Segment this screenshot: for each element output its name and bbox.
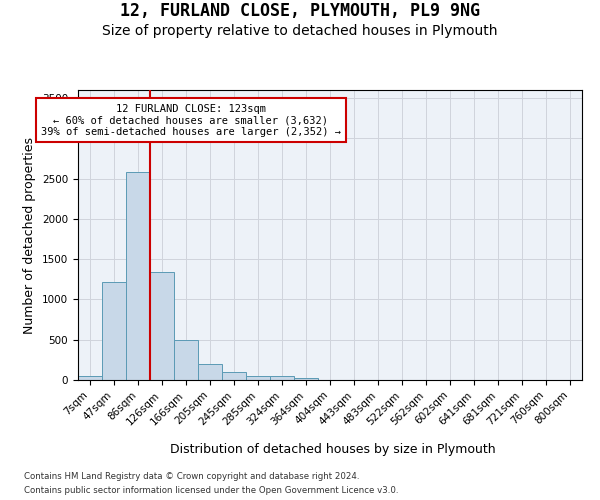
Bar <box>150 272 174 380</box>
Text: Size of property relative to detached houses in Plymouth: Size of property relative to detached ho… <box>102 24 498 38</box>
Bar <box>102 282 126 380</box>
Text: 12 FURLAND CLOSE: 123sqm
← 60% of detached houses are smaller (3,632)
39% of sem: 12 FURLAND CLOSE: 123sqm ← 60% of detach… <box>41 104 341 137</box>
Text: Distribution of detached houses by size in Plymouth: Distribution of detached houses by size … <box>170 442 496 456</box>
Text: Contains public sector information licensed under the Open Government Licence v3: Contains public sector information licen… <box>24 486 398 495</box>
Bar <box>246 376 270 380</box>
Bar <box>126 172 150 380</box>
Bar <box>78 376 102 380</box>
Bar <box>222 372 246 380</box>
Bar <box>294 378 318 380</box>
Text: 12, FURLAND CLOSE, PLYMOUTH, PL9 9NG: 12, FURLAND CLOSE, PLYMOUTH, PL9 9NG <box>120 2 480 21</box>
Bar <box>174 340 198 380</box>
Bar <box>198 364 222 380</box>
Bar <box>270 376 294 380</box>
Text: Contains HM Land Registry data © Crown copyright and database right 2024.: Contains HM Land Registry data © Crown c… <box>24 472 359 481</box>
Y-axis label: Number of detached properties: Number of detached properties <box>23 136 37 334</box>
